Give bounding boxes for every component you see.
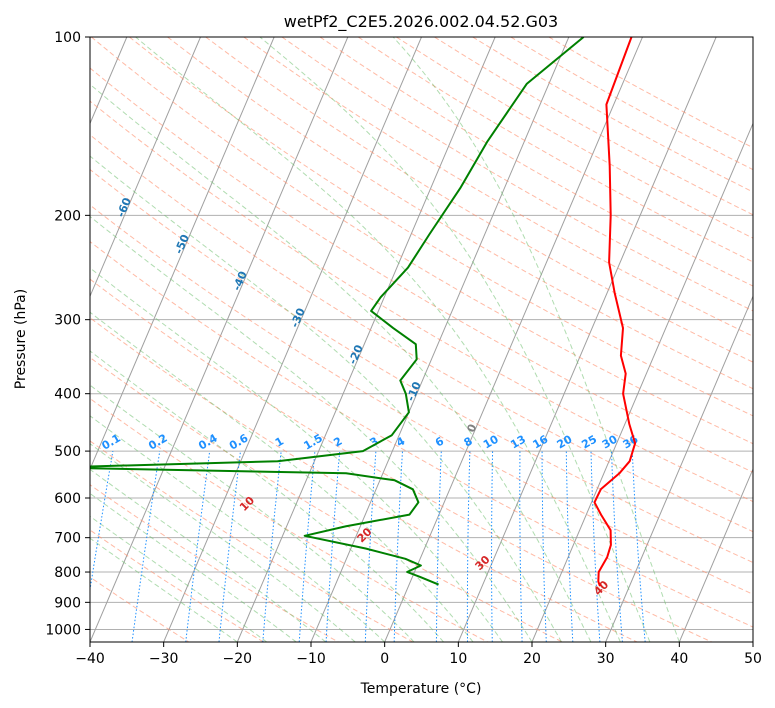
x-tick-label: −40 bbox=[75, 651, 105, 667]
dry-adiabat-line bbox=[319, 37, 753, 287]
x-tick-label: 30 bbox=[597, 651, 615, 667]
dry-adiabat-line bbox=[90, 134, 753, 533]
y-tick-label: 1000 bbox=[45, 622, 81, 638]
y-tick-label: 300 bbox=[54, 313, 81, 329]
dry-adiabat-line bbox=[205, 37, 753, 363]
dry-adiabat-line bbox=[167, 37, 753, 390]
moist-adiabat-line bbox=[90, 311, 474, 642]
dry-adiabat-line bbox=[90, 204, 753, 595]
x-axis-ticks: −40 −30 −20 −10 0 10 20 30 40 50 bbox=[75, 642, 762, 667]
isotherm-line bbox=[457, 37, 717, 642]
mixing-ratio-line bbox=[541, 451, 547, 642]
moist-adiabat-line bbox=[90, 215, 533, 642]
x-tick-label: 10 bbox=[449, 651, 467, 667]
moist-adiabat-line bbox=[90, 267, 503, 642]
dry-adiabats bbox=[90, 37, 753, 642]
x-tick-label: 0 bbox=[380, 651, 389, 667]
x-tick-label: 40 bbox=[670, 651, 688, 667]
moist-adiabat-line bbox=[392, 37, 680, 642]
isotherm-line bbox=[605, 295, 753, 642]
mixing-ratio-lines bbox=[90, 451, 646, 642]
moist-adiabat-line bbox=[90, 537, 238, 642]
moist-adiabat-line bbox=[135, 37, 621, 642]
dry-adiabat-line bbox=[90, 397, 488, 642]
y-tick-label: 600 bbox=[54, 491, 81, 507]
dry-adiabat-line bbox=[243, 37, 753, 337]
mixing-ratio-line bbox=[590, 451, 601, 642]
x-tick-label: −30 bbox=[149, 651, 179, 667]
dry-adiabat-line bbox=[90, 356, 563, 642]
plot-frame bbox=[89, 36, 754, 643]
y-tick-label: 900 bbox=[54, 595, 81, 611]
mixing-ratio-line bbox=[631, 451, 646, 642]
mixing-ratio-line bbox=[298, 451, 316, 642]
dry-adiabat-line bbox=[90, 37, 753, 445]
chart-title: wetPf2_C2E5.2026.002.04.52.G03 bbox=[284, 12, 558, 32]
mixing-ratio-line bbox=[393, 451, 403, 642]
y-axis-label: Pressure (hPa) bbox=[13, 289, 29, 389]
mixing-ratio-line bbox=[364, 451, 377, 642]
dry-adiabat-line bbox=[90, 440, 414, 642]
y-tick-label: 700 bbox=[54, 531, 81, 547]
mixing-ratio-line bbox=[491, 451, 494, 642]
moist-adiabat-line bbox=[90, 83, 592, 642]
isotherm-line bbox=[384, 37, 643, 642]
isotherm-line bbox=[236, 37, 496, 642]
moist-adiabat-line bbox=[90, 443, 356, 642]
y-tick-label: 400 bbox=[54, 387, 81, 403]
dry-adiabat-line bbox=[90, 67, 753, 473]
y-axis-ticks: 100 200 300 400 500 600 700 800 900 1000 bbox=[45, 30, 90, 638]
dewpoint-profile-line bbox=[90, 37, 585, 586]
dry-adiabat-line bbox=[90, 317, 638, 642]
x-tick-label: −10 bbox=[296, 651, 326, 667]
mixing-ratio-line bbox=[466, 451, 471, 642]
dry-adiabat-line bbox=[90, 241, 753, 628]
mixing-ratio-line bbox=[325, 451, 341, 642]
x-tick-label: 50 bbox=[744, 651, 762, 667]
moist-adiabat-line bbox=[90, 155, 562, 642]
temperature-profile-line bbox=[593, 37, 637, 587]
mixing-ratio-line bbox=[218, 451, 241, 642]
x-tick-label: −20 bbox=[223, 651, 253, 667]
moist-adiabat-line bbox=[90, 415, 386, 642]
y-tick-label: 800 bbox=[54, 565, 81, 581]
moist-adiabats bbox=[90, 37, 680, 642]
isotherm-line bbox=[678, 467, 753, 642]
isotherm-line bbox=[90, 37, 201, 298]
y-tick-label: 500 bbox=[54, 444, 81, 460]
isotherm-line bbox=[163, 37, 422, 642]
y-tick-label: 100 bbox=[54, 30, 81, 46]
moist-adiabat-line bbox=[90, 350, 444, 642]
isotherm-line bbox=[531, 122, 753, 642]
isotherm-line bbox=[90, 37, 349, 642]
reference-line-labels: 0.10.20.40.611.52346810131620253036-100-… bbox=[99, 195, 640, 598]
profile-series bbox=[90, 37, 637, 587]
moist-adiabat-line bbox=[90, 492, 297, 642]
y-tick-label: 200 bbox=[54, 208, 81, 224]
dry-adiabat-line bbox=[90, 100, 753, 503]
mixing-ratio-line bbox=[611, 451, 623, 642]
moist-adiabat-line bbox=[90, 384, 415, 642]
moist-adiabat-line bbox=[90, 468, 327, 642]
moist-adiabat-line bbox=[90, 515, 268, 642]
x-tick-label: 20 bbox=[523, 651, 541, 667]
isotherm-line bbox=[90, 37, 275, 471]
x-axis-label: Temperature (°C) bbox=[360, 681, 482, 697]
mixing-ratio-line bbox=[519, 451, 523, 642]
dry-adiabat-line bbox=[90, 529, 264, 642]
mixing-ratio-line bbox=[565, 451, 574, 642]
mixing-ratio-line bbox=[262, 451, 282, 642]
mixing-ratio-line bbox=[435, 451, 442, 642]
isobar-grid bbox=[90, 37, 753, 630]
